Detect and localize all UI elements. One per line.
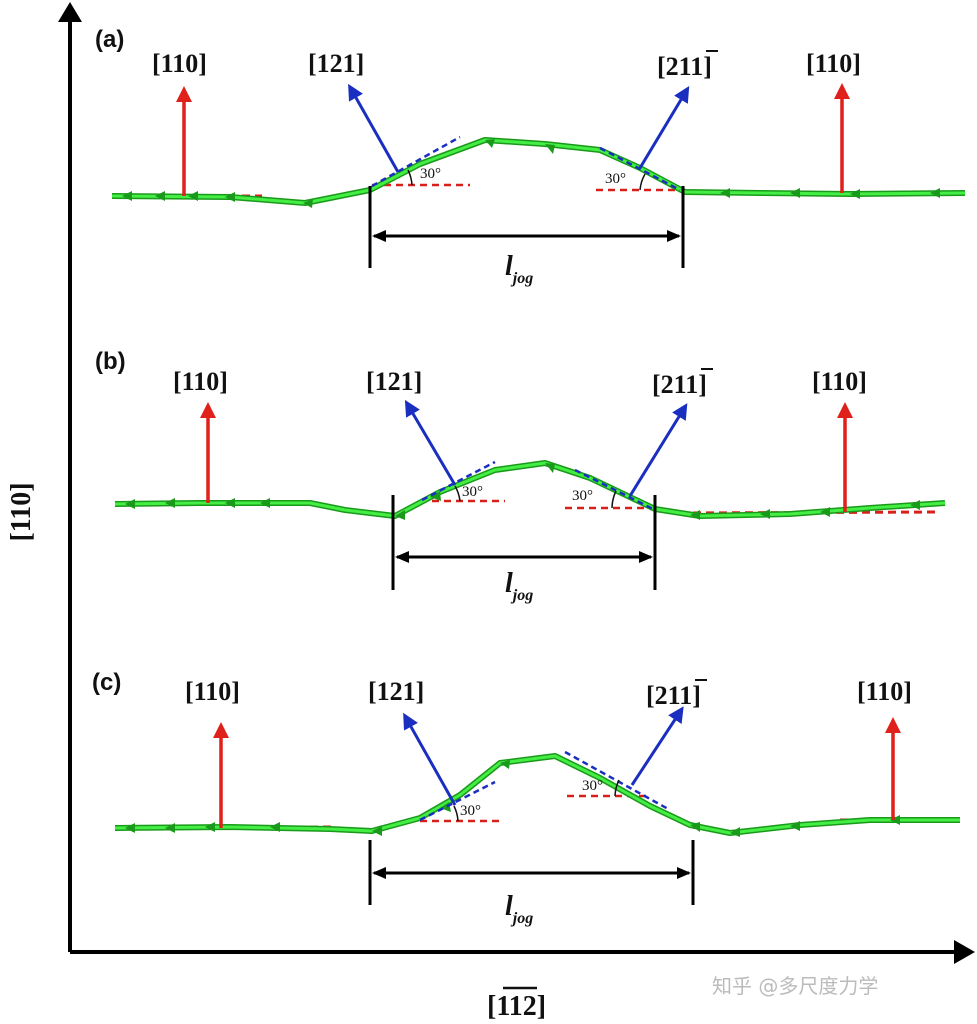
angle-left: 30°: [460, 803, 481, 819]
angle-right: 30°: [582, 778, 603, 794]
panel-c: (c) 30° 30° [110] [121] [211] [110]: [92, 669, 960, 927]
dir-label-121: [121]: [368, 677, 424, 706]
angle-right: 30°: [605, 171, 626, 187]
dir-label-121: [121]: [366, 367, 422, 396]
panel-c-tag: (c): [92, 669, 121, 696]
dislocation-line-fill: [114, 461, 946, 518]
blue-arrow-121: [348, 83, 400, 173]
dir-label-right: [110]: [812, 367, 867, 396]
angle-arc-left: [454, 485, 461, 502]
blue-arrow-211: [630, 706, 684, 786]
dir-label-211: [211]: [657, 50, 718, 81]
angle-left: 30°: [462, 484, 483, 500]
y-axis-arrowhead: [58, 2, 82, 22]
angle-left: 30°: [420, 166, 441, 182]
jog-length-label: ljog: [505, 568, 533, 604]
y-axis-label: [110]: [6, 482, 37, 541]
blue-arrow-121: [403, 712, 457, 806]
dir-label-211: [211]: [646, 679, 707, 710]
line-direction-arrows: [125, 463, 920, 520]
dir-label-right: [110]: [857, 677, 912, 706]
x-axis-arrowhead: [954, 940, 975, 964]
jog-length-label: ljog: [505, 891, 533, 927]
panel-a: (a) 30° 30° [110] [121] [211]: [95, 26, 966, 287]
dir-label-right: [110]: [806, 49, 861, 78]
panel-a-tag: (a): [95, 26, 124, 53]
blue-arrow-211: [638, 85, 690, 169]
x-axis-label: [112]: [487, 986, 546, 1022]
dir-label-left: [110]: [173, 367, 228, 396]
line-direction-arrows: [125, 760, 900, 837]
dislocation-line-fill: [114, 754, 960, 835]
svg-text:[211]: [211]: [657, 52, 712, 81]
panel-b-tag: (b): [95, 348, 126, 375]
blue-arrow-211: [628, 403, 688, 497]
blue-dash-right: [574, 468, 656, 512]
angle-arc-left: [407, 169, 413, 186]
blue-arrow-121: [404, 399, 457, 486]
watermark: 知乎 @多尺度力学: [712, 974, 878, 998]
dislocation-line: [114, 460, 946, 519]
angle-right: 30°: [572, 488, 593, 504]
dir-label-211: [211]: [652, 368, 713, 399]
svg-text:[112]: [112]: [487, 991, 546, 1022]
dir-label-121: [121]: [308, 49, 364, 78]
svg-text:[211]: [211]: [646, 681, 701, 710]
svg-text:[211]: [211]: [652, 370, 707, 399]
blue-dash-right: [564, 750, 671, 812]
dislocation-line-fill: [111, 138, 966, 205]
blue-dash-left: [421, 460, 496, 502]
angle-arc-right: [639, 173, 646, 191]
panel-b: (b) 30° 30° [110] [121] [211] [110]: [95, 348, 946, 604]
angle-arc-right: [611, 490, 617, 509]
angle-arc-left: [453, 805, 459, 822]
angle-arc-right: [614, 779, 620, 797]
line-direction-arrows: [122, 139, 940, 208]
jog-length-label: ljog: [505, 251, 533, 287]
blue-dash-left: [371, 135, 461, 188]
dir-label-left: [110]: [152, 49, 207, 78]
blue-dash-right: [599, 146, 681, 192]
blue-dash-left: [419, 780, 496, 822]
dir-label-left: [110]: [185, 677, 240, 706]
